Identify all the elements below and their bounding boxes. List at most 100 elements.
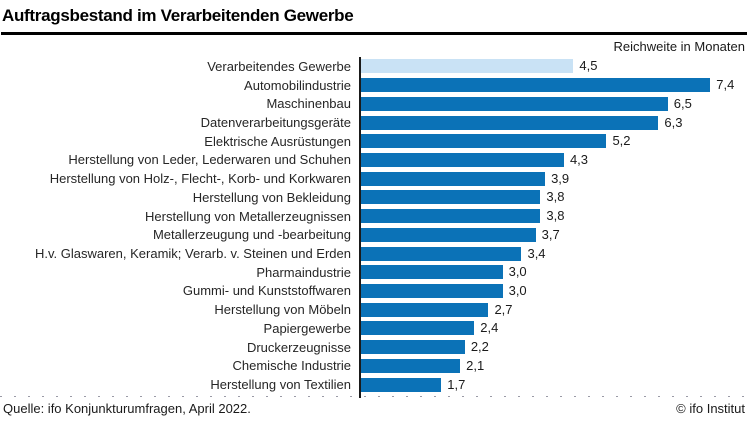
bar-row: Chemische Industrie 2,1 — [0, 357, 748, 376]
value-label: 3,8 — [546, 208, 565, 224]
bar-row: Datenverarbeitungsgeräte 6,3 — [0, 113, 748, 132]
bar — [361, 115, 659, 130]
bar-plot-cell: 2,7 — [359, 300, 748, 319]
bar-row: Herstellung von Möbeln 2,7 — [0, 300, 748, 319]
bar — [361, 96, 668, 111]
source-note: Quelle: ifo Konjunkturumfragen, April 20… — [3, 401, 251, 416]
bar — [361, 302, 489, 317]
bar — [361, 358, 461, 373]
page-title: Auftragsbestand im Verarbeitenden Gewerb… — [2, 6, 354, 25]
bar — [361, 321, 475, 336]
bar-plot-cell: 4,5 — [359, 57, 748, 76]
bar-row: Herstellung von Holz-, Flecht-, Korb- un… — [0, 169, 748, 188]
value-label: 3,7 — [541, 226, 560, 242]
category-label: Chemische Industrie — [232, 358, 352, 374]
chart-footer: Quelle: ifo Konjunkturumfragen, April 20… — [0, 396, 748, 416]
bar — [361, 152, 564, 167]
value-label: 3,9 — [551, 170, 570, 186]
value-label: 4,5 — [579, 58, 598, 74]
bar-plot-cell: 3,0 — [359, 263, 748, 282]
category-label: Gummi- und Kunststoffwaren — [182, 283, 351, 299]
bar-row: Elektrische Ausrüstungen 5,2 — [0, 132, 748, 151]
value-label: 4,3 — [569, 151, 589, 167]
bar-plot-cell: 4,3 — [359, 151, 748, 170]
bar — [361, 377, 442, 392]
category-label: H.v. Glaswaren, Keramik; Verarb. v. Stei… — [35, 246, 351, 262]
bar-plot-cell: 3,8 — [359, 207, 748, 226]
bar-row: H.v. Glaswaren, Keramik; Verarb. v. Stei… — [0, 244, 748, 263]
copyright-note: © ifo Institut — [676, 401, 745, 416]
bar-row: Herstellung von Textilien 1,7 — [0, 375, 748, 394]
bar — [361, 265, 503, 280]
bar — [361, 171, 546, 186]
category-label: Herstellung von Leder, Lederwaren und Sc… — [68, 152, 351, 168]
category-label: Datenverarbeitungsgeräte — [200, 115, 351, 131]
bar-row: Herstellung von Metallerzeugnissen 3,8 — [0, 207, 748, 226]
bar-plot-cell: 1,7 — [359, 375, 748, 394]
value-label: 3,0 — [508, 264, 527, 280]
value-label: 5,2 — [612, 133, 631, 149]
bar — [361, 59, 574, 74]
bar — [361, 340, 465, 355]
category-label: Maschinenbau — [266, 96, 351, 112]
category-label: Metallerzeugung und -bearbeitung — [152, 227, 351, 243]
bar-row: Pharmaindustrie 3,0 — [0, 263, 748, 282]
category-label: Herstellung von Möbeln — [214, 302, 351, 318]
bar-row: Gummi- und Kunststoffwaren 3,0 — [0, 282, 748, 301]
bar-plot-cell: 3,4 — [359, 244, 748, 263]
category-label: Papiergewerbe — [263, 320, 351, 336]
y-axis-line — [359, 57, 361, 398]
bar-row: Automobilindustrie 7,4 — [0, 76, 748, 95]
category-label: Herstellung von Holz-, Flecht-, Korb- un… — [49, 171, 351, 187]
bar — [361, 227, 536, 242]
value-label: 2,4 — [480, 320, 499, 336]
value-label: 3,4 — [527, 245, 546, 261]
value-label: 6,3 — [664, 114, 683, 130]
bar-plot-cell: 7,4 — [359, 76, 748, 95]
category-label: Automobilindustrie — [244, 77, 351, 93]
category-label: Herstellung von Bekleidung — [192, 189, 351, 205]
bar-plot-cell: 3,0 — [359, 282, 748, 301]
bar-plot-cell: 3,9 — [359, 169, 748, 188]
category-label: Verarbeitendes Gewerbe — [207, 58, 351, 74]
bar-plot-cell: 3,7 — [359, 225, 748, 244]
value-label: 2,1 — [466, 357, 485, 373]
bar — [361, 246, 522, 261]
bar-plot-cell: 2,2 — [359, 338, 748, 357]
bar-row: Herstellung von Bekleidung 3,8 — [0, 188, 748, 207]
category-label: Elektrische Ausrüstungen — [204, 133, 351, 149]
value-label: 1,7 — [447, 376, 466, 392]
category-label: Druckerzeugnisse — [246, 339, 351, 355]
bar-row: Druckerzeugnisse 2,2 — [0, 338, 748, 357]
category-label: Pharmaindustrie — [256, 264, 351, 280]
bar-row: Metallerzeugung und -bearbeitung 3,7 — [0, 225, 748, 244]
bar-plot-cell: 2,4 — [359, 319, 748, 338]
footer-divider — [0, 396, 748, 397]
bar-plot-cell: 2,1 — [359, 357, 748, 376]
value-label: 2,2 — [470, 339, 489, 355]
value-label: 3,0 — [508, 282, 527, 298]
value-label: 7,4 — [716, 77, 735, 93]
bar-row: Herstellung von Leder, Lederwaren und Sc… — [0, 151, 748, 170]
category-label: Herstellung von Metallerzeugnissen — [145, 208, 351, 224]
value-label: 6,5 — [673, 95, 692, 111]
bar — [361, 190, 541, 205]
bar-plot-cell: 5,2 — [359, 132, 748, 151]
category-label: Herstellung von Textilien — [210, 377, 351, 393]
chart-header: Auftragsbestand im Verarbeitenden Gewerb… — [1, 3, 747, 35]
unit-label: Reichweite in Monaten — [613, 39, 745, 54]
bar-row: Verarbeitendes Gewerbe 4,5 — [0, 57, 748, 76]
bar-plot-cell: 6,3 — [359, 113, 748, 132]
bar-row: Maschinenbau 6,5 — [0, 94, 748, 113]
bar — [361, 283, 503, 298]
value-label: 3,8 — [546, 189, 565, 205]
bar-plot-cell: 3,8 — [359, 188, 748, 207]
bar — [361, 134, 607, 149]
value-label: 2,7 — [494, 301, 513, 317]
bar-row: Papiergewerbe 2,4 — [0, 319, 748, 338]
bar — [361, 209, 541, 224]
bar — [361, 78, 711, 93]
bar-plot-cell: 6,5 — [359, 94, 748, 113]
bar-chart: Verarbeitendes Gewerbe 4,5 Automobilindu… — [0, 57, 748, 398]
